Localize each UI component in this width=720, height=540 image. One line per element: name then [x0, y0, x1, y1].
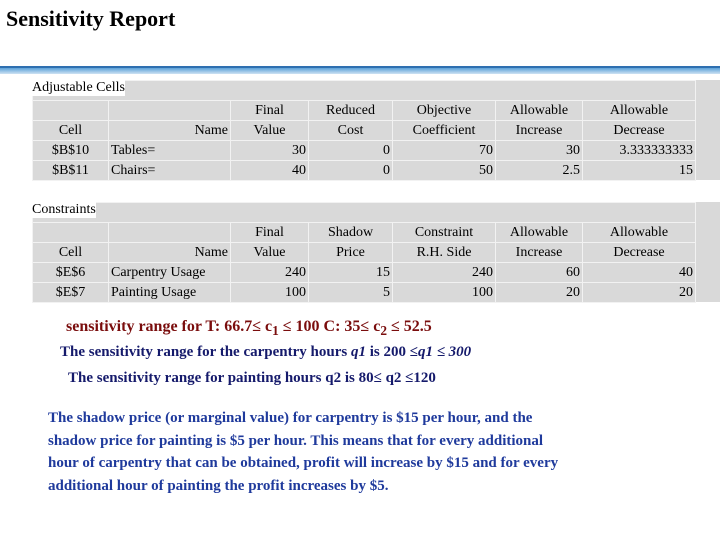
label-row — [32, 202, 696, 223]
header-cell: Cell — [32, 120, 109, 141]
header-cell: Name — [108, 242, 231, 263]
cell: 70 — [392, 140, 496, 161]
cell: Chairs= — [108, 160, 231, 181]
cell: 100 — [392, 282, 496, 303]
explanation: The shadow price (or marginal value) for… — [48, 407, 558, 497]
cell: Carpentry Usage — [108, 262, 231, 283]
cell: 240 — [392, 262, 496, 283]
cell: $E$6 — [32, 262, 109, 283]
explanation-line: The shadow price (or marginal value) for… — [48, 410, 533, 426]
header-cell: Price — [308, 242, 393, 263]
adjustable-table-bg: Final Reduced Objective Allowable Allowable C… — [32, 80, 720, 181]
explanation-line: hour of carpentry that can be obtained, … — [48, 455, 559, 471]
header-cell: Cost — [308, 120, 393, 141]
data-row: $E$6 Carpentry Usage 240 15 240 60 40 — [32, 262, 696, 283]
label-row — [32, 80, 696, 101]
cell: 240 — [230, 262, 309, 283]
text: The sensitivity range for the carpentry … — [60, 344, 351, 360]
data-row: $B$11 Chairs= 40 0 50 2.5 15 — [32, 160, 696, 181]
header-cell: Allowable — [582, 222, 696, 243]
table: Final Shadow Constraint Allowable Allowable C… — [32, 202, 696, 303]
section-label: Constraints — [32, 202, 96, 218]
text: The sensitivity range for painting hours… — [68, 370, 436, 386]
cell: 2.5 — [495, 160, 583, 181]
subscript: 2 — [380, 323, 387, 339]
data-row: $B$10 Tables= 30 0 70 30 3.333333333 — [32, 140, 696, 161]
cell: 0 — [308, 160, 393, 181]
section-label: Adjustable Cells — [32, 80, 125, 96]
cell: 60 — [495, 262, 583, 283]
cell: 40 — [230, 160, 309, 181]
text: ≤ 100 C: 35≤ c — [278, 318, 381, 335]
header-cell — [108, 222, 231, 243]
header-rule — [0, 66, 720, 74]
header-cell: Allowable — [495, 222, 583, 243]
cell: $B$10 — [32, 140, 109, 161]
cell: 5 — [308, 282, 393, 303]
cell: Painting Usage — [108, 282, 231, 303]
header-cell — [32, 100, 109, 121]
title: Sensitivity Report — [6, 6, 176, 31]
text: sensitivity range for T: 66.7≤ c — [66, 318, 273, 335]
header-cell: Increase — [495, 242, 583, 263]
cell: 0 — [308, 140, 393, 161]
header-cell: Objective — [392, 100, 496, 121]
data-row: $E$7 Painting Usage 100 5 100 20 20 — [32, 282, 696, 303]
explanation-line: shadow price for painting is $5 per hour… — [48, 432, 544, 449]
header-row: Final Reduced Objective Allowable Allowable — [32, 100, 696, 121]
cell: 20 — [495, 282, 583, 303]
table: Final Reduced Objective Allowable Allowable C… — [32, 80, 696, 181]
cell: 100 — [230, 282, 309, 303]
range-line: sensitivity range for T: 66.7≤ c1 ≤ 100 … — [66, 318, 432, 339]
header-cell: Constraint — [392, 222, 496, 243]
header-cell: Coefficient — [392, 120, 496, 141]
header-cell: Final — [230, 222, 309, 243]
cell: 40 — [582, 262, 696, 283]
subscript: 1 — [272, 323, 279, 339]
range-line: The sensitivity range for painting hours… — [68, 370, 436, 387]
cell: 3.333333333 — [582, 140, 696, 161]
header-cell: Cell — [32, 242, 109, 263]
header-cell: Name — [108, 120, 231, 141]
cell: 15 — [582, 160, 696, 181]
header-cell: Shadow — [308, 222, 393, 243]
cell: Tables= — [108, 140, 231, 161]
header-cell: Value — [230, 120, 309, 141]
text: q1 — [350, 344, 366, 360]
range-line: The sensitivity range for the carpentry … — [60, 344, 471, 361]
header-cell: Allowable — [495, 100, 583, 121]
cell: 30 — [495, 140, 583, 161]
cell: 20 — [582, 282, 696, 303]
header-cell: Value — [230, 242, 309, 263]
header-cell: Decrease — [582, 242, 696, 263]
header-cell: Decrease — [582, 120, 696, 141]
cell: 15 — [308, 262, 393, 283]
header-cell: R.H. Side — [392, 242, 496, 263]
cell: 50 — [392, 160, 496, 181]
text: is 200 ≤ — [365, 344, 418, 360]
header-row: Final Shadow Constraint Allowable Allowable — [32, 222, 696, 243]
text: q1 ≤ 300 — [417, 344, 472, 360]
header-cell: Allowable — [582, 100, 696, 121]
header-cell: Increase — [495, 120, 583, 141]
cell: 30 — [230, 140, 309, 161]
header-cell — [108, 100, 231, 121]
header-cell: Reduced — [308, 100, 393, 121]
header-row: Cell Name Value Price R.H. Side Increase Decre… — [32, 242, 696, 263]
constraints-table-bg: Final Shadow Constraint Allowable Allowable C… — [32, 202, 720, 303]
text: ≤ 52.5 — [386, 318, 432, 335]
explanation-line: additional hour of painting the profit i… — [48, 477, 389, 494]
header-cell — [32, 222, 109, 243]
cell: $E$7 — [32, 282, 109, 303]
cell: $B$11 — [32, 160, 109, 181]
header-cell: Final — [230, 100, 309, 121]
header-row: Cell Name Value Cost Coefficient Increase Decr… — [32, 120, 696, 141]
